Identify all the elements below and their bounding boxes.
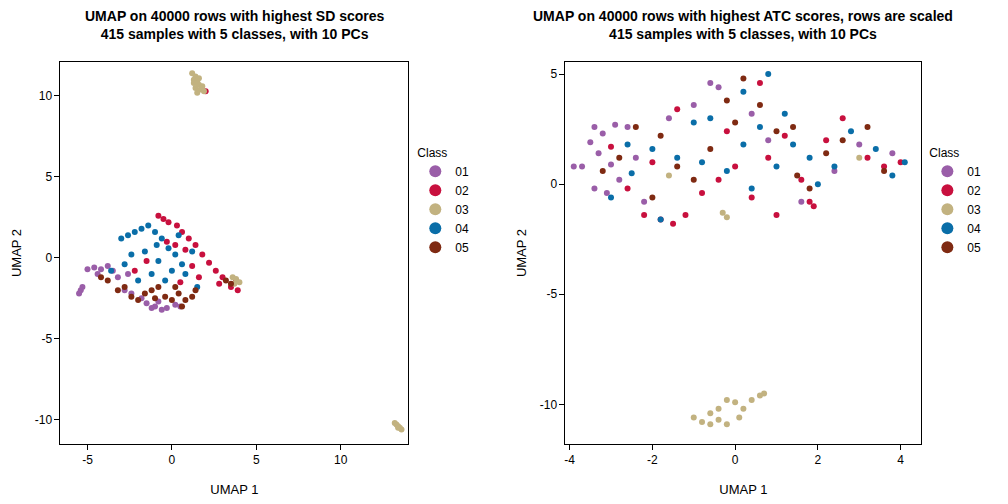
svg-text:UMAP 1: UMAP 1 [719,482,767,497]
svg-text:-4: -4 [564,453,575,467]
svg-text:UMAP on 40000 rows with highes: UMAP on 40000 rows with highest ATC scor… [533,8,953,42]
svg-text:02: 02 [967,184,981,198]
svg-text:04: 04 [455,222,469,236]
svg-text:-5: -5 [41,332,52,346]
svg-text:-10: -10 [35,413,53,427]
svg-text:UMAP on 40000 rows with highes: UMAP on 40000 rows with highest SD score… [85,8,384,42]
svg-text:4: 4 [897,453,904,467]
svg-text:5: 5 [45,170,52,184]
svg-text:0: 0 [732,453,739,467]
svg-text:-5: -5 [546,287,557,301]
svg-text:UMAP 2: UMAP 2 [514,229,529,277]
svg-text:03: 03 [455,203,469,217]
svg-text:-2: -2 [647,453,658,467]
svg-text:02: 02 [455,184,469,198]
svg-text:5: 5 [253,453,260,467]
svg-text:Class: Class [929,146,959,160]
svg-text:2: 2 [815,453,822,467]
svg-text:10: 10 [334,453,348,467]
svg-text:01: 01 [967,165,981,179]
svg-text:UMAP 2: UMAP 2 [9,229,24,277]
svg-text:01: 01 [455,165,469,179]
svg-text:05: 05 [455,241,469,255]
svg-text:05: 05 [967,241,981,255]
svg-text:10: 10 [39,89,53,103]
svg-text:-10: -10 [540,398,558,412]
svg-text:5: 5 [550,67,557,81]
svg-text:0: 0 [45,251,52,265]
svg-text:03: 03 [967,203,981,217]
svg-text:UMAP 1: UMAP 1 [210,482,258,497]
svg-text:Class: Class [417,146,447,160]
svg-text:04: 04 [967,222,981,236]
svg-text:-5: -5 [82,453,93,467]
svg-text:0: 0 [169,453,176,467]
svg-text:0: 0 [550,177,557,191]
